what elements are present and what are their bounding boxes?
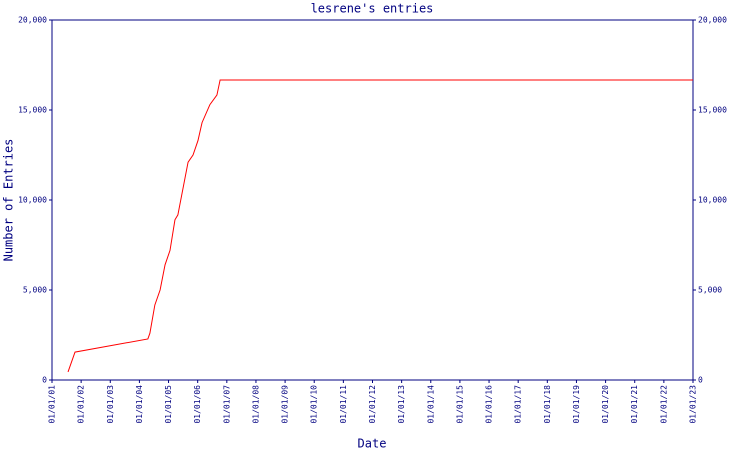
data-line bbox=[67, 79, 693, 373]
x-tick-label: 01/01/06 bbox=[193, 385, 202, 424]
x-axis-label: Date bbox=[358, 437, 387, 450]
x-tick-label: 01/01/03 bbox=[106, 385, 115, 424]
x-tick-label: 01/01/11 bbox=[339, 385, 348, 424]
x-tick-label: 01/01/19 bbox=[572, 385, 581, 424]
x-tick-label: 01/01/04 bbox=[135, 385, 144, 424]
chart-title: lesrene's entries bbox=[311, 2, 434, 16]
x-tick-label: 01/01/10 bbox=[310, 385, 319, 424]
x-tick-label: 01/01/14 bbox=[426, 385, 435, 424]
y2-tick-label: 20,000 bbox=[698, 16, 727, 25]
y-axis-label: Number of Entries bbox=[2, 139, 16, 262]
x-tick-label: 01/01/21 bbox=[630, 385, 639, 424]
y2-tick-label: 5,000 bbox=[698, 286, 722, 295]
x-tick-label: 01/01/18 bbox=[543, 385, 552, 424]
y-tick-label: 0 bbox=[42, 376, 47, 385]
x-tick-label: 01/01/12 bbox=[368, 385, 377, 424]
y-tick-label: 20,000 bbox=[18, 16, 47, 25]
x-tick-label: 01/01/02 bbox=[77, 385, 86, 424]
x-tick-label: 01/01/01 bbox=[48, 385, 57, 424]
x-tick-label: 01/01/15 bbox=[455, 385, 464, 424]
y-tick-label: 10,000 bbox=[18, 196, 47, 205]
x-tick-label: 01/01/22 bbox=[659, 385, 668, 424]
x-tick-label: 01/01/16 bbox=[485, 385, 494, 424]
x-tick-label: 01/01/09 bbox=[281, 385, 290, 424]
y2-tick-label: 15,000 bbox=[698, 106, 727, 115]
x-tick-label: 01/01/13 bbox=[397, 385, 406, 424]
x-tick-label: 01/01/17 bbox=[514, 385, 523, 424]
x-tick-label: 01/01/08 bbox=[251, 385, 260, 424]
y2-tick-label: 10,000 bbox=[698, 196, 727, 205]
y-tick-label: 5,000 bbox=[23, 286, 47, 295]
x-tick-label: 01/01/07 bbox=[222, 385, 231, 424]
x-tick-label: 01/01/23 bbox=[689, 385, 698, 424]
plot-frame bbox=[51, 19, 694, 381]
y2-tick-label: 0 bbox=[698, 376, 703, 385]
x-tick-label: 01/01/05 bbox=[164, 385, 173, 424]
x-tick-label: 01/01/20 bbox=[601, 385, 610, 424]
y-tick-label: 15,000 bbox=[18, 106, 47, 115]
